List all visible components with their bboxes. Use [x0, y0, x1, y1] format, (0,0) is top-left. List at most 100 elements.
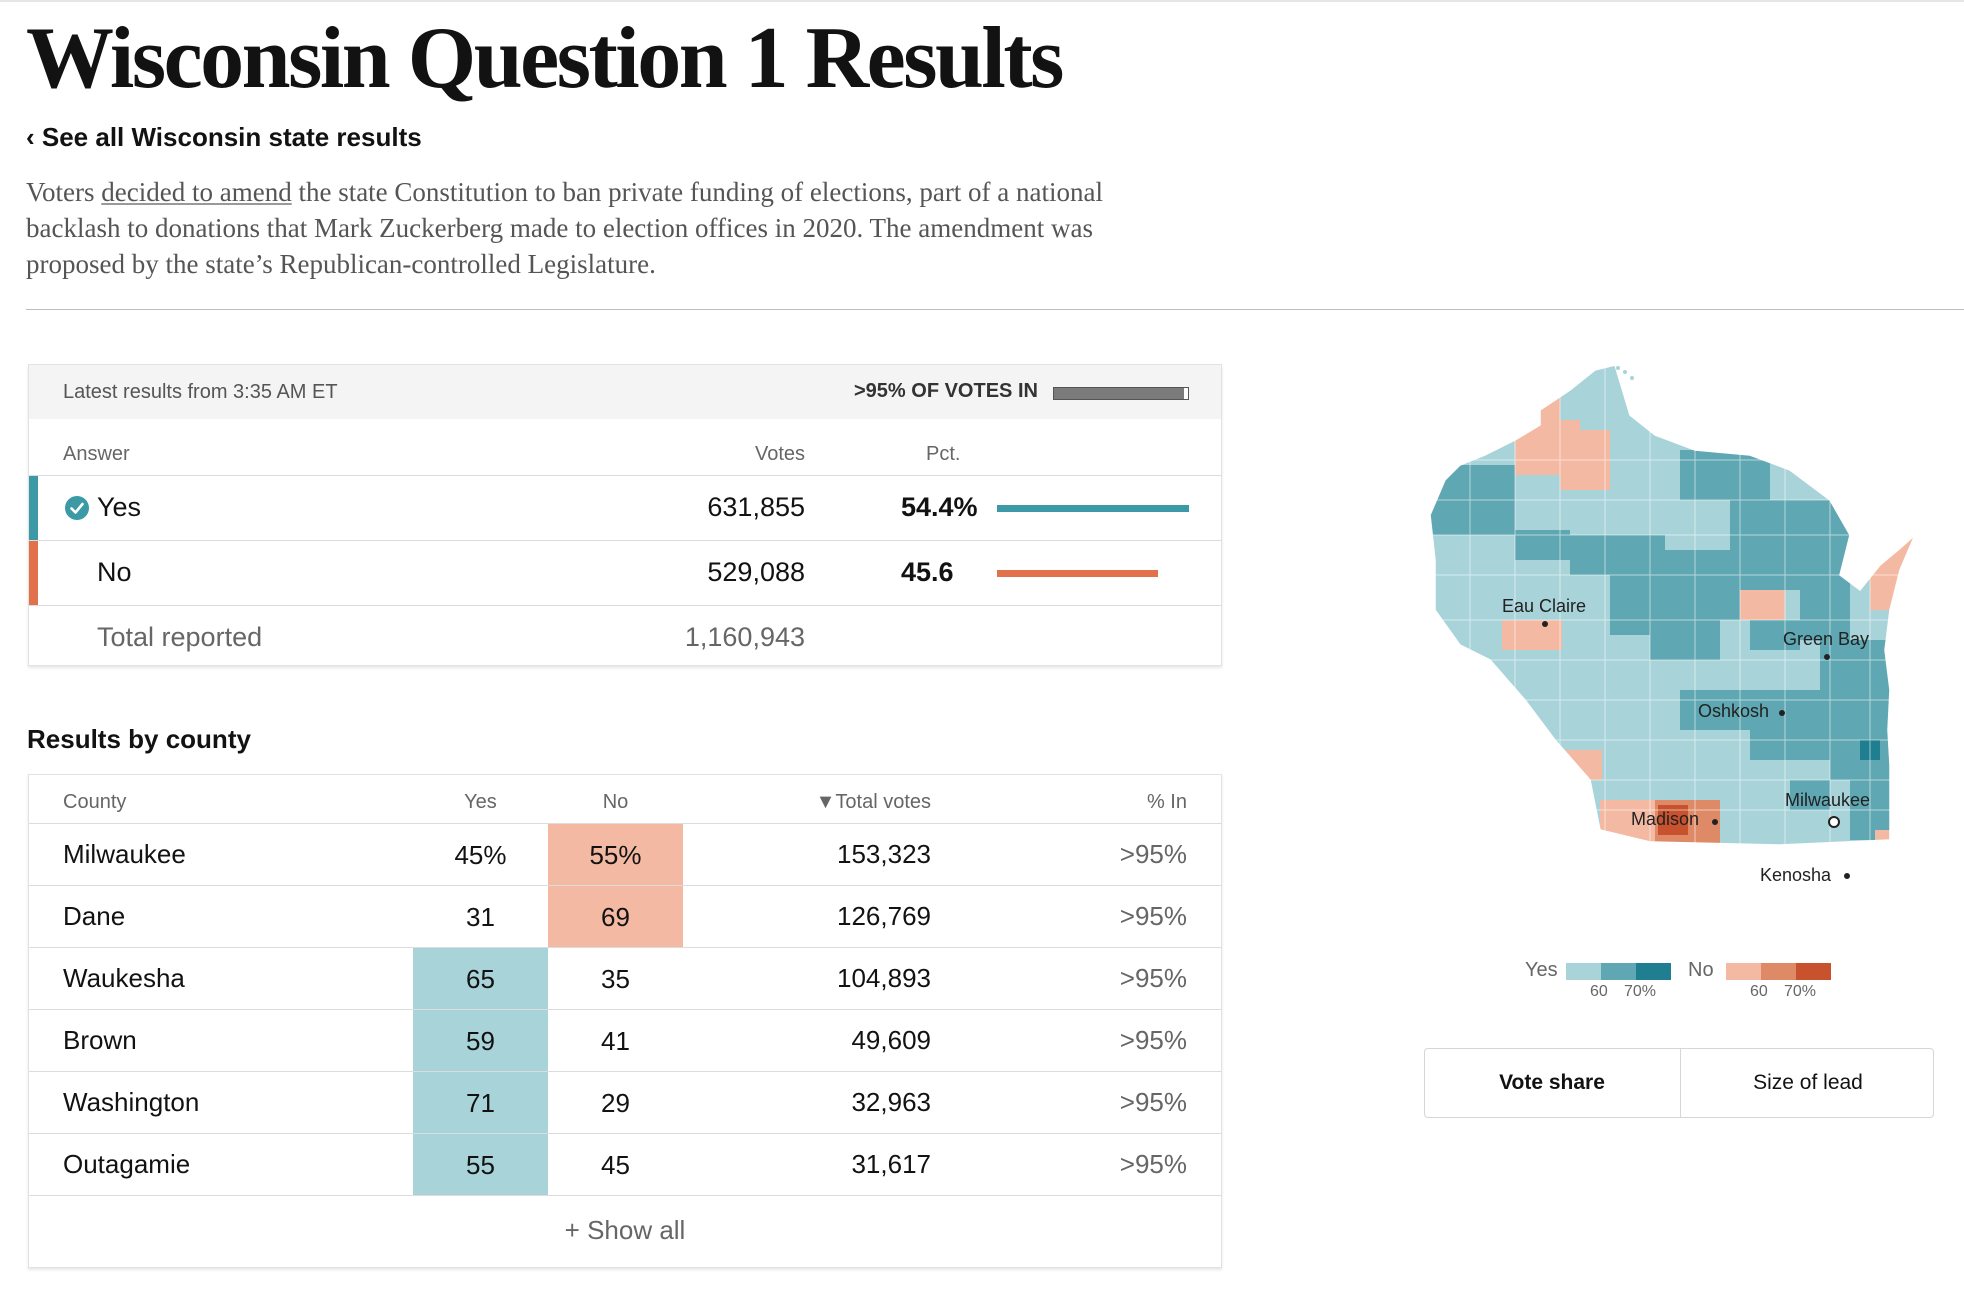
- total-row: Total reported 1,160,943: [29, 606, 1221, 670]
- city-label-oshkosh: Oshkosh: [1698, 701, 1769, 721]
- legend-yes-tick-70: 70%: [1624, 983, 1657, 1000]
- toggle-separator: [1680, 1049, 1681, 1117]
- county-row: Milwaukee 45% 55% 153,323 >95%: [29, 823, 1221, 886]
- votes-in-label: >95% OF VOTES IN: [854, 380, 1038, 402]
- summary-text: Voters decided to amend the state Consti…: [26, 174, 1176, 282]
- county-total-votes: 104,893: [837, 963, 931, 993]
- oshkosh-marker: [1779, 710, 1785, 716]
- legend-yes-tick-60: 60: [1590, 983, 1608, 1000]
- legend-no-tick-60: 60: [1750, 983, 1768, 1000]
- milwaukee-marker: [1828, 816, 1840, 828]
- map-mode-toggle: Vote share Size of lead: [1424, 1048, 1934, 1118]
- summary-text-after: the state Constitution to ban private fu…: [26, 177, 1104, 279]
- county-no-pct: 55%: [548, 824, 683, 886]
- column-header-answer: Answer: [63, 443, 130, 465]
- yes-column-header: Yes: [464, 791, 497, 813]
- county-total-votes: 31,617: [851, 1149, 931, 1179]
- show-all-counties-button[interactable]: + Show all: [29, 1195, 1221, 1267]
- legend-no-swatch-mid: [1761, 963, 1796, 980]
- pct-in-column-header: % In: [1146, 791, 1187, 813]
- eau-claire-marker: [1542, 621, 1548, 627]
- city-label-kenosha: Kenosha: [1760, 865, 1832, 885]
- county-total-votes: 49,609: [851, 1025, 931, 1055]
- county-name: Outagamie: [63, 1149, 191, 1179]
- county-column-header: County: [63, 791, 127, 813]
- answer-yes-label: Yes: [97, 492, 142, 522]
- total-reported-value: 1,160,943: [684, 622, 805, 652]
- county-name: Brown: [63, 1025, 137, 1055]
- county-name: Waukesha: [63, 963, 185, 993]
- apostle-islands: [1630, 376, 1634, 380]
- county-row: Washington 71 29 32,963 >95%: [29, 1071, 1221, 1134]
- county-row: Brown 59 41 49,609 >95%: [29, 1009, 1221, 1072]
- no-color-stripe: [29, 541, 38, 605]
- county-no-pct: 69: [548, 886, 683, 948]
- city-label-green-bay: Green Bay: [1783, 629, 1869, 649]
- county-name: Milwaukee: [63, 839, 186, 869]
- legend-no-label: No: [1688, 959, 1714, 981]
- no-column-header: No: [602, 791, 629, 813]
- no-votes: 529,088: [707, 557, 805, 587]
- county-pct-in: >95%: [1119, 901, 1187, 931]
- apostle-islands: [1616, 366, 1620, 370]
- column-header-votes: Votes: [754, 443, 805, 465]
- apostle-islands: [1623, 370, 1627, 374]
- legend-yes-swatch-dark: [1636, 963, 1671, 980]
- total-votes-sort-header[interactable]: ▼Total votes: [815, 791, 931, 813]
- county-yes-pct: 31: [466, 902, 495, 932]
- madison-marker: [1712, 819, 1718, 825]
- no-pct: 45.6: [901, 557, 954, 587]
- size-of-lead-button[interactable]: Size of lead: [1753, 1071, 1863, 1094]
- votes-in-progress-bar: [1053, 387, 1189, 400]
- votes-in-progress-fill: [1054, 388, 1184, 399]
- no-pct-bar: [997, 570, 1158, 577]
- county-pct-in: >95%: [1119, 1087, 1187, 1117]
- result-row-no: No 529,088 45.6: [29, 541, 1221, 605]
- state-outline: [1429, 364, 1916, 846]
- header-rule: [29, 475, 1221, 476]
- county-pct-in: >95%: [1119, 1149, 1187, 1179]
- city-label-eau-claire: Eau Claire: [1502, 596, 1586, 616]
- county-row: Waukesha 65 35 104,893 >95%: [29, 947, 1221, 1010]
- county-no-pct: 35: [601, 964, 630, 994]
- legend-yes-swatch-light: [1566, 963, 1601, 980]
- legend-yes-swatch-mid: [1601, 963, 1636, 980]
- decided-to-amend-link[interactable]: decided to amend: [101, 177, 292, 207]
- county-yes-pct: 65: [413, 948, 548, 1010]
- legend-no-tick-70: 70%: [1784, 983, 1817, 1000]
- page-title: Wisconsin Question 1 Results: [26, 10, 1064, 107]
- yes-pct: 54.4%: [901, 492, 978, 522]
- yes-color-stripe: [29, 476, 38, 540]
- county-yes-pct: 45%: [454, 840, 507, 870]
- city-label-madison: Madison: [1631, 809, 1699, 829]
- county-total-votes: 126,769: [837, 901, 931, 931]
- total-reported-label: Total reported: [97, 622, 263, 652]
- county-pct-in: >95%: [1119, 963, 1187, 993]
- result-row-yes: Yes 631,855 54.4%: [29, 476, 1221, 540]
- latest-results-timestamp: Latest results from 3:35 AM ET: [63, 381, 338, 403]
- answer-no-label: No: [97, 557, 132, 587]
- vote-share-button[interactable]: Vote share: [1499, 1071, 1605, 1094]
- county-pct-in: >95%: [1119, 839, 1187, 869]
- row-rule: [29, 605, 1221, 606]
- top-border: [0, 0, 1964, 2]
- county-row: Dane 31 69 126,769 >95%: [29, 885, 1221, 948]
- county-row: Outagamie 55 45 31,617 >95%: [29, 1133, 1221, 1196]
- results-card-header: Latest results from 3:35 AM ET >95% OF V…: [29, 365, 1221, 419]
- county-no-pct: 29: [601, 1088, 630, 1118]
- results-card: Latest results from 3:35 AM ET >95% OF V…: [28, 364, 1222, 666]
- county-total-votes: 32,963: [851, 1087, 931, 1117]
- results-by-county-heading: Results by county: [27, 724, 251, 754]
- county-yes-pct: 71: [413, 1072, 548, 1134]
- county-yes-pct: 59: [413, 1010, 548, 1072]
- county-name: Dane: [63, 901, 126, 931]
- legend-no-swatch-light: [1726, 963, 1761, 980]
- column-header-pct: Pct.: [926, 443, 961, 465]
- kenosha-marker: [1844, 873, 1850, 879]
- city-label-milwaukee: Milwaukee: [1785, 790, 1870, 810]
- back-to-state-results-link[interactable]: ‹ See all Wisconsin state results: [26, 122, 422, 152]
- county-results-table: County Yes No ▼Total votes % In Milwauke…: [28, 774, 1222, 1268]
- county-no-pct: 45: [601, 1150, 630, 1180]
- summary-text-before: Voters: [26, 177, 102, 207]
- county-total-votes: 153,323: [837, 839, 931, 869]
